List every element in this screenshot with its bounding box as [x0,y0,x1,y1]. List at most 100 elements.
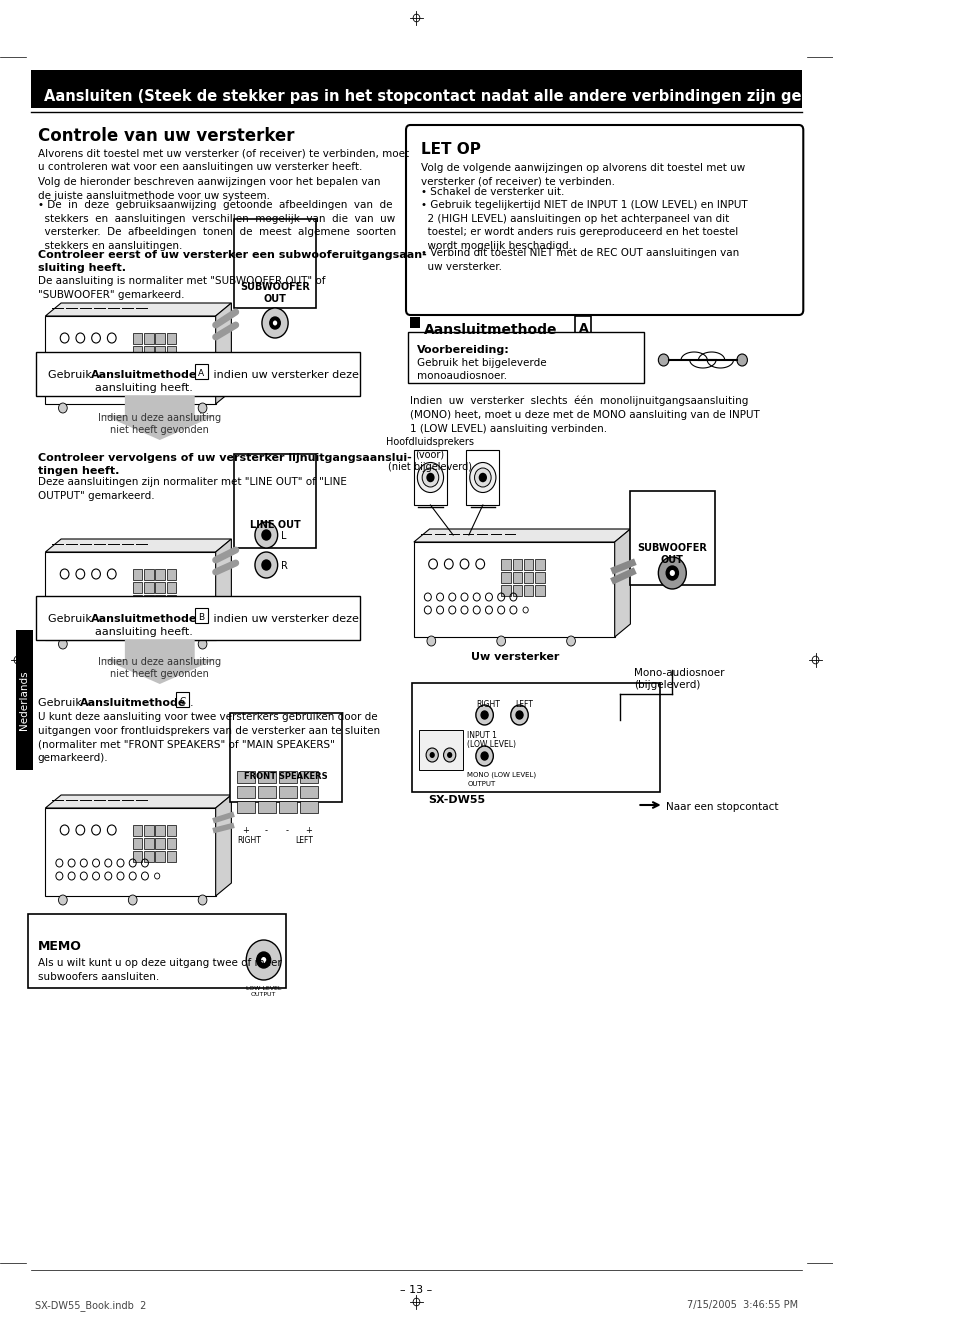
Text: Controleer vervolgens of uw versterker lijnuitgangsaanslui-
tingen heeft.: Controleer vervolgens of uw versterker l… [37,453,411,477]
Text: Alvorens dit toestel met uw versterker (of receiver) te verbinden, moet
u contro: Alvorens dit toestel met uw versterker (… [37,148,408,172]
FancyBboxPatch shape [194,609,208,623]
Text: Gebruik het bijgeleverde
monoaudiosnoer.: Gebruik het bijgeleverde monoaudiosnoer. [416,358,546,381]
Polygon shape [414,529,630,543]
Circle shape [429,752,435,758]
Bar [144,582,153,593]
Text: SX-DW55: SX-DW55 [427,795,484,805]
Bar [144,359,153,370]
Bar [500,585,510,597]
Bar [512,572,521,583]
Bar [500,572,510,583]
Text: indien uw versterker deze: indien uw versterker deze [210,370,358,380]
Bar [144,838,153,849]
Bar [410,317,419,327]
Polygon shape [614,529,630,638]
Circle shape [262,308,288,338]
Text: Aansluitmethode: Aansluitmethode [80,698,187,708]
Bar [144,851,153,862]
Circle shape [427,636,436,645]
Bar [535,572,544,583]
Bar [414,450,447,506]
Circle shape [426,473,435,482]
FancyBboxPatch shape [412,682,659,792]
FancyBboxPatch shape [233,219,315,308]
Text: B: B [197,612,204,622]
Bar [144,825,153,836]
Bar [132,595,142,606]
Text: (LOW LEVEL): (LOW LEVEL) [467,741,516,748]
Text: LOW LEVEL
OUTPUT: LOW LEVEL OUTPUT [246,986,281,997]
Bar [132,333,142,345]
Text: U kunt deze aansluiting voor twee versterkers gebruiken door de
uitgangen voor f: U kunt deze aansluiting voor twee verste… [37,711,379,763]
FancyBboxPatch shape [230,713,342,803]
Bar [132,838,142,849]
Circle shape [416,462,443,492]
Text: aansluiting heeft.: aansluiting heeft. [95,627,193,638]
Polygon shape [215,304,232,404]
Text: OUTPUT: OUTPUT [467,781,495,787]
Bar [535,558,544,570]
Text: -: - [286,826,289,836]
Bar [46,552,215,640]
Circle shape [480,752,488,760]
Bar [258,801,275,813]
Bar [512,558,521,570]
Circle shape [443,748,456,762]
Circle shape [516,711,522,719]
FancyBboxPatch shape [36,597,359,640]
FancyBboxPatch shape [233,454,315,548]
Text: 7/15/2005  3:46:55 PM: 7/15/2005 3:46:55 PM [686,1300,798,1309]
Text: A: A [578,322,587,335]
Text: .: . [190,698,193,708]
Text: Hoofdluidsprekers
(voor)
(niet bijgeleverd): Hoofdluidsprekers (voor) (niet bijgeleve… [385,437,473,471]
Circle shape [254,552,277,578]
Circle shape [254,521,277,548]
Text: Volg de volgende aanwijzingen op alvorens dit toestel met uw
versterker (of rece: Volg de volgende aanwijzingen op alvoren… [420,162,744,186]
Circle shape [198,895,207,906]
Bar [132,569,142,579]
Text: Naar een stopcontact: Naar een stopcontact [665,803,778,812]
Text: SX-DW55_Book.indb  2: SX-DW55_Book.indb 2 [35,1300,146,1311]
Text: Aansluitmethode: Aansluitmethode [91,614,197,624]
Text: indien uw versterker deze: indien uw versterker deze [210,614,358,624]
Bar [132,851,142,862]
Text: De aansluiting is normaliter met "SUBWOOFER OUT" of
"SUBWOOFER" gemarkeerd.: De aansluiting is normaliter met "SUBWOO… [37,276,325,300]
Bar [155,851,165,862]
Bar [155,595,165,606]
Polygon shape [46,539,232,552]
FancyBboxPatch shape [575,315,591,334]
Text: Als u wilt kunt u op deze uitgang twee of meer
subwoofers aansluiten.: Als u wilt kunt u op deze uitgang twee o… [37,958,281,982]
Bar [144,346,153,356]
Text: +: + [304,826,312,836]
Bar [167,333,176,345]
Bar [167,825,176,836]
Text: Indien u deze aansluiting
niet heeft gevonden: Indien u deze aansluiting niet heeft gev… [98,413,221,436]
Circle shape [566,636,575,645]
Text: MEMO: MEMO [37,940,81,953]
Circle shape [270,317,280,329]
Text: RIGHT: RIGHT [237,836,261,845]
Circle shape [246,940,281,979]
Text: LINE OUT: LINE OUT [250,520,300,531]
FancyBboxPatch shape [407,333,643,383]
Bar [144,569,153,579]
Text: • Schakel de versterker uit.: • Schakel de versterker uit. [420,187,563,197]
Circle shape [658,354,668,366]
Bar [167,569,176,579]
Circle shape [58,639,67,649]
Text: • Verbind dit toestel NIET met de REC OUT aansluitingen van
  uw versterker.: • Verbind dit toestel NIET met de REC OU… [420,248,739,272]
Bar [500,558,510,570]
Text: +: + [242,826,249,836]
Text: SUBWOOFER
OUT: SUBWOOFER OUT [240,282,310,305]
Text: FRONT SPEAKERS: FRONT SPEAKERS [243,772,327,781]
Bar [30,70,36,108]
Text: SUBWOOFER
OUT: SUBWOOFER OUT [637,543,706,565]
Bar [167,359,176,370]
Circle shape [480,711,488,719]
FancyBboxPatch shape [176,692,190,708]
Bar [155,333,165,345]
Bar [167,346,176,356]
Bar [512,585,521,597]
Circle shape [129,895,137,906]
Text: LET OP: LET OP [420,143,480,157]
